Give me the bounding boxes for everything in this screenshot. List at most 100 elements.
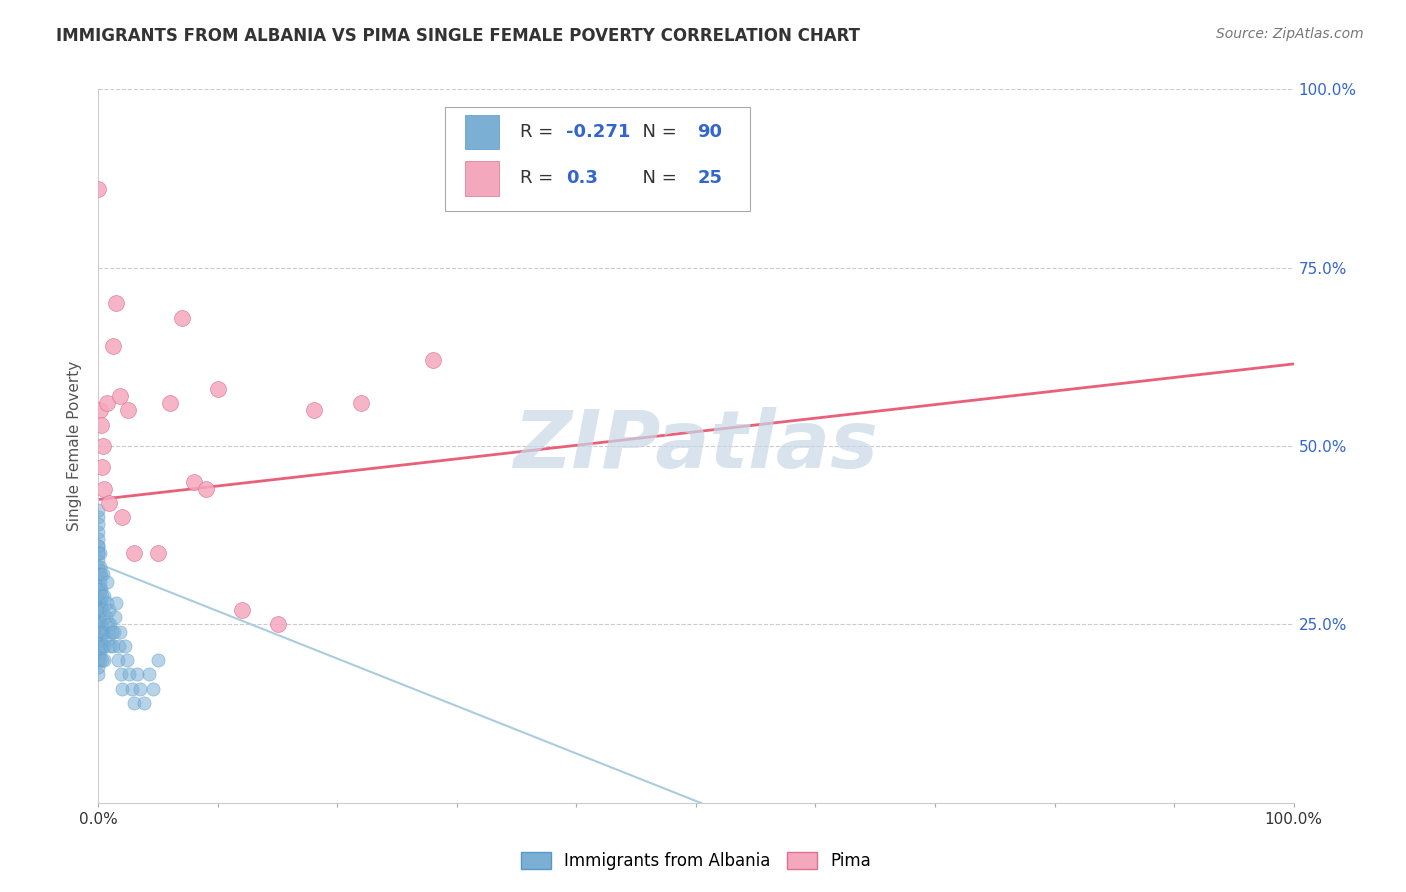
Point: [114, 639, 136, 653]
Point: [110, 667, 132, 681]
Point: [111, 510, 134, 524]
Point: [138, 667, 160, 681]
Point: [89, 653, 111, 667]
Point: [87, 667, 110, 681]
Point: [94, 624, 117, 639]
Point: [98, 496, 121, 510]
Point: [89, 646, 111, 660]
Point: [183, 475, 205, 489]
Point: [89, 617, 111, 632]
Point: [87, 567, 110, 582]
Point: [105, 296, 128, 310]
Point: [94, 610, 117, 624]
Point: [87, 510, 110, 524]
Text: 0.3: 0.3: [565, 169, 598, 187]
Point: [89, 603, 111, 617]
Point: [422, 353, 444, 368]
Point: [87, 582, 110, 596]
Point: [231, 603, 253, 617]
Point: [89, 546, 111, 560]
Point: [87, 574, 110, 589]
Point: [87, 603, 110, 617]
Point: [91, 589, 114, 603]
Point: [93, 482, 115, 496]
Point: [98, 639, 122, 653]
Text: N =: N =: [631, 169, 683, 187]
Point: [101, 639, 124, 653]
Point: [87, 596, 110, 610]
Point: [172, 310, 194, 325]
Point: [97, 632, 120, 646]
Point: [87, 646, 110, 660]
Point: [89, 574, 111, 589]
Text: N =: N =: [631, 123, 683, 141]
Text: Source: ZipAtlas.com: Source: ZipAtlas.com: [1216, 27, 1364, 41]
Point: [89, 589, 111, 603]
Point: [87, 660, 110, 674]
Point: [87, 567, 110, 582]
Text: 90: 90: [697, 123, 723, 141]
Point: [90, 567, 112, 582]
Point: [93, 639, 115, 653]
Point: [90, 417, 112, 432]
FancyBboxPatch shape: [465, 115, 499, 149]
Point: [107, 639, 129, 653]
Point: [350, 396, 373, 410]
Point: [87, 503, 110, 517]
Point: [87, 610, 110, 624]
Point: [108, 624, 131, 639]
Point: [87, 617, 110, 632]
Point: [87, 596, 110, 610]
Point: [97, 617, 120, 632]
Point: [91, 639, 114, 653]
Point: [121, 681, 143, 696]
Point: [87, 182, 110, 196]
Point: [89, 403, 111, 417]
Point: [87, 653, 110, 667]
Text: R =: R =: [520, 169, 560, 187]
Point: [87, 553, 110, 567]
Point: [90, 617, 112, 632]
Point: [194, 482, 218, 496]
Point: [87, 632, 110, 646]
Point: [159, 396, 181, 410]
Point: [98, 603, 121, 617]
Point: [302, 403, 325, 417]
Point: [87, 524, 110, 539]
Point: [91, 624, 114, 639]
Point: [207, 382, 229, 396]
Point: [89, 567, 111, 582]
FancyBboxPatch shape: [465, 161, 499, 195]
Point: [89, 624, 111, 639]
Point: [124, 546, 146, 560]
Point: [87, 532, 110, 546]
Point: [91, 460, 114, 475]
Point: [104, 610, 127, 624]
Point: [142, 681, 165, 696]
Point: [129, 681, 152, 696]
Y-axis label: Single Female Poverty: Single Female Poverty: [67, 361, 83, 531]
Point: [91, 567, 114, 582]
Point: [108, 389, 131, 403]
Point: [117, 403, 139, 417]
Point: [96, 396, 118, 410]
FancyBboxPatch shape: [444, 107, 749, 211]
Point: [96, 574, 118, 589]
Point: [115, 653, 138, 667]
Point: [101, 339, 124, 353]
Legend: Immigrants from Albania, Pima: Immigrants from Albania, Pima: [515, 845, 877, 877]
Point: [89, 639, 111, 653]
Point: [105, 596, 128, 610]
Text: ZIPatlas: ZIPatlas: [513, 407, 879, 485]
Point: [87, 546, 110, 560]
Point: [87, 582, 110, 596]
Point: [132, 696, 155, 710]
Point: [89, 596, 111, 610]
Point: [87, 603, 110, 617]
Point: [98, 617, 122, 632]
Text: -0.271: -0.271: [565, 123, 630, 141]
Point: [89, 632, 111, 646]
Point: [87, 560, 110, 574]
Point: [91, 439, 114, 453]
Point: [148, 653, 170, 667]
